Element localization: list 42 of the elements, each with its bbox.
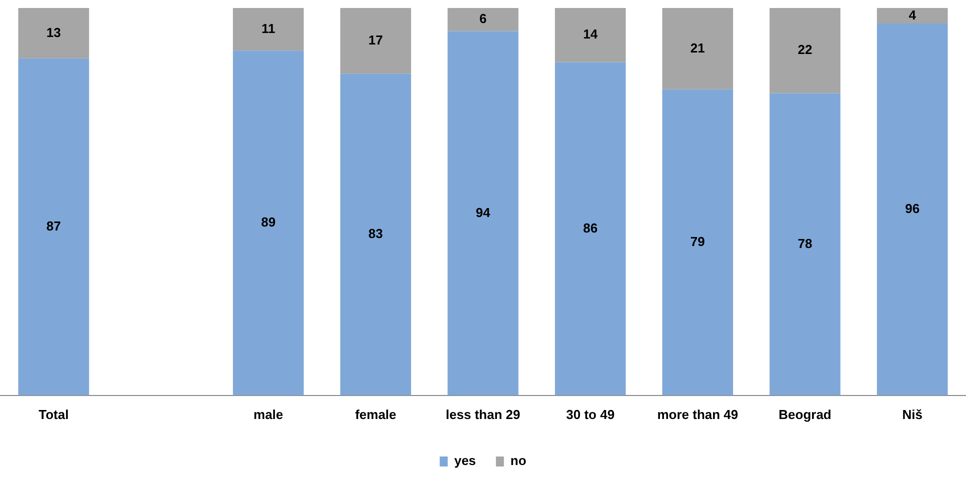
- bar: [876, 8, 948, 24]
- data-label: 86: [583, 220, 598, 236]
- x-tick-label: less than 29: [446, 406, 520, 422]
- bar: [770, 93, 840, 396]
- bar: [18, 58, 90, 396]
- data-label: 17: [368, 32, 383, 48]
- x-tick-label: Beograd: [778, 406, 832, 422]
- data-label: 79: [690, 234, 705, 249]
- legend-label: yes: [454, 453, 476, 468]
- bar: [554, 8, 626, 62]
- data-label: 21: [690, 40, 705, 56]
- x-tick-label: male: [254, 406, 284, 422]
- x-tick-label: female: [355, 406, 396, 422]
- data-label: 14: [583, 26, 598, 42]
- x-tick-label: Niš: [902, 406, 922, 422]
- data-label: 78: [798, 236, 812, 251]
- data-label: 87: [46, 218, 61, 234]
- data-label: 96: [905, 201, 920, 216]
- x-tick-label: 30 to 49: [566, 406, 615, 422]
- bar: [340, 74, 412, 396]
- data-label: 89: [261, 214, 276, 230]
- data-label: 22: [798, 42, 812, 58]
- data-label: 11: [261, 20, 276, 36]
- bar: [448, 31, 518, 396]
- bar: [662, 89, 734, 396]
- bar: [662, 8, 734, 90]
- x-tick-label: Total: [38, 406, 69, 422]
- legend-label: no: [510, 453, 526, 468]
- data-label: 6: [479, 11, 487, 26]
- bar: [232, 50, 304, 396]
- x-tick-label: more than 49: [657, 406, 738, 422]
- bar: [876, 23, 948, 396]
- data-label: 4: [908, 7, 917, 22]
- data-label: 13: [46, 24, 61, 40]
- data-label: 83: [368, 226, 383, 242]
- data-label: 94: [476, 204, 491, 220]
- bar: [554, 62, 626, 396]
- bar: [232, 8, 304, 51]
- bar: [448, 8, 518, 32]
- bar: [340, 8, 412, 74]
- bar: [18, 8, 90, 58]
- bar: [770, 8, 840, 94]
